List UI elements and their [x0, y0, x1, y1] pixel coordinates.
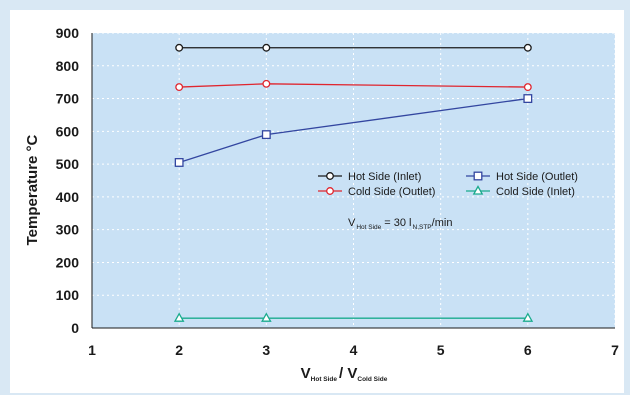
data-point [262, 79, 271, 88]
y-tick-label: 900 [56, 25, 80, 41]
data-point [261, 312, 272, 322]
data-point [523, 94, 533, 104]
y-tick-label: 400 [56, 189, 80, 205]
y-tick-label: 0 [71, 320, 79, 336]
y-tick-label: 500 [56, 156, 80, 172]
data-point [261, 130, 271, 140]
data-point [175, 43, 184, 52]
data-point [175, 83, 184, 92]
x-tick-label: 4 [350, 342, 358, 358]
legend-marker [472, 185, 484, 195]
x-axis-title: VHot Side / VCold Side [301, 365, 388, 383]
x-tick-label: 7 [611, 342, 619, 358]
y-tick-label: 800 [56, 58, 80, 74]
x-tick-label: 5 [437, 342, 445, 358]
data-point [173, 312, 185, 322]
series-markers [173, 43, 534, 322]
legend-marker [326, 172, 334, 180]
data-point [174, 158, 184, 167]
x-tick-label: 1 [88, 342, 96, 358]
data-point [523, 43, 532, 52]
legend-label: Hot Side (Outlet) [496, 171, 578, 183]
flow-annotation: VHot Side = 30 lN,STP/min [348, 217, 452, 231]
x-tick-labels: 1 2 3 4 5 6 7 [88, 342, 619, 358]
data-point [262, 43, 271, 52]
legend-item: Cold Side (Inlet) [466, 185, 575, 198]
legend-marker [473, 171, 483, 181]
y-tick-label: 600 [56, 123, 80, 139]
x-tick-label: 3 [262, 342, 270, 358]
y-tick-label: 200 [56, 254, 80, 270]
x-tick-label: 2 [175, 342, 183, 358]
data-point [522, 312, 534, 322]
legend-label: Cold Side (Inlet) [496, 186, 575, 198]
legend-item: Hot Side (Outlet) [466, 171, 578, 183]
y-tick-label: 300 [56, 222, 80, 238]
y-tick-label: 100 [56, 287, 80, 303]
y-axis-title: Temperature °C [24, 134, 41, 245]
legend: Hot Side (Inlet) Cold Side (Outlet) Hot Si… [318, 171, 578, 198]
y-tick-label: 700 [56, 91, 80, 107]
legend-label: Hot Side (Inlet) [348, 171, 421, 183]
legend-marker [326, 187, 334, 195]
x-tick-label: 6 [524, 342, 532, 358]
y-tick-labels: 0 100 200 300 400 500 600 700 800 900 [56, 25, 80, 336]
legend-item: Hot Side (Inlet) [318, 171, 421, 183]
legend-item: Cold Side (Outlet) [318, 186, 435, 198]
legend-label: Cold Side (Outlet) [348, 186, 435, 198]
data-point [523, 83, 532, 92]
